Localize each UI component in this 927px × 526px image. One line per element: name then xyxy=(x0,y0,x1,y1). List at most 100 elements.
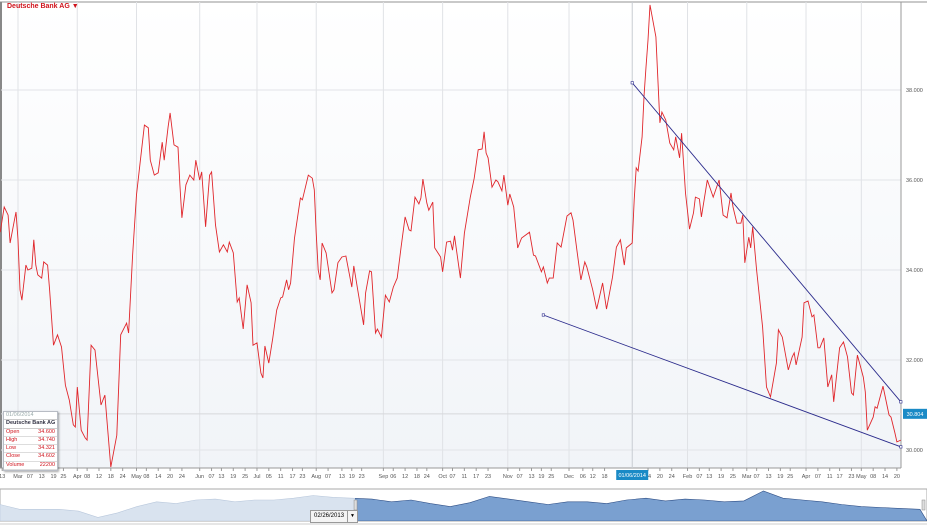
x-tick-label: Oct xyxy=(438,474,447,480)
x-tick-label: 19 xyxy=(349,474,355,480)
x-tick-label: 18 xyxy=(602,474,608,480)
info-row-high: High 34.740 xyxy=(4,436,57,446)
x-tick-label: 11 xyxy=(278,474,284,480)
x-tick-label: 12 xyxy=(96,474,102,480)
info-name: Deutsche Bank AG xyxy=(4,419,57,429)
price-series-line xyxy=(0,4,901,468)
info-row-low: Low 34.321 xyxy=(4,445,57,454)
navigator-right-handle[interactable] xyxy=(921,499,926,511)
x-tick-label: Sep xyxy=(378,474,388,480)
chart-title[interactable]: Deutsche Bank AG ▼ xyxy=(7,3,79,10)
x-tick-label: 11 xyxy=(461,474,467,480)
x-tick-label: 07 xyxy=(696,474,702,480)
navigator-area-unselected xyxy=(0,495,356,521)
x-tick-label: Apr xyxy=(802,474,811,480)
x-tick-label: 05 xyxy=(266,474,272,480)
x-tick-label: 13 xyxy=(218,474,224,480)
x-tick-label: 06 xyxy=(580,474,586,480)
x-tick-label: 24 xyxy=(120,474,126,480)
x-tick-label: 25 xyxy=(730,474,736,480)
x-tick-label: 13 xyxy=(39,474,45,480)
plot-area xyxy=(1,2,901,468)
x-tick-label: Jun xyxy=(195,474,204,480)
info-value: 34.740 xyxy=(38,436,55,443)
navigator-left-handle[interactable] xyxy=(353,499,358,511)
trend-line-handle xyxy=(899,445,903,449)
x-tick-label: May xyxy=(131,474,142,480)
x-tick-label: Mar xyxy=(742,474,752,480)
y-tick-label: 38.000 xyxy=(906,88,923,94)
x-tick-label: 19 xyxy=(538,474,544,480)
x-tick-label: Dec xyxy=(564,474,574,480)
y-tick-label: 30.000 xyxy=(906,448,923,454)
x-tick-label: 20 xyxy=(167,474,173,480)
x-tick-label: 13 xyxy=(765,474,771,480)
chart-title-text: Deutsche Bank AG xyxy=(7,3,70,10)
x-tick-label: 25 xyxy=(60,474,66,480)
x-tick-label: 07 xyxy=(27,474,33,480)
x-tick-label: 13 xyxy=(528,474,534,480)
x-tick-label: May xyxy=(856,474,867,480)
x-tick-label: 25 xyxy=(242,474,248,480)
x-tick-label: 25 xyxy=(787,474,793,480)
x-tick-label: 13 xyxy=(706,474,712,480)
x-tick-label: 08 xyxy=(143,474,149,480)
x-tick-label: 17 xyxy=(289,474,295,480)
x-tick-label: 18 xyxy=(414,474,420,480)
triangle-down-icon[interactable]: ▼ xyxy=(71,3,79,10)
x-tick-label: Feb xyxy=(683,474,692,480)
info-value: 34.321 xyxy=(38,445,55,452)
current-price-label: 30.804 xyxy=(907,412,924,418)
x-tick-label: 14 xyxy=(155,474,161,480)
info-label: Open xyxy=(6,428,20,435)
x-tick-label: 19 xyxy=(718,474,724,480)
x-tick-label: 23 xyxy=(299,474,305,480)
trend-line-handle xyxy=(630,81,634,85)
trend-line xyxy=(543,314,901,448)
range-start-date-select[interactable]: 02/26/2013 ▼ xyxy=(310,510,358,523)
x-tick-label: 13 xyxy=(0,474,5,480)
trend-line-handle xyxy=(541,313,545,317)
y-tick-label: 32.000 xyxy=(906,358,923,364)
x-tick-label: 13 xyxy=(339,474,345,480)
x-tick-label: 14 xyxy=(882,474,888,480)
x-tick-label: 19 xyxy=(777,474,783,480)
x-tick-label: 08 xyxy=(84,474,90,480)
x-tick-label: 20 xyxy=(657,474,663,480)
x-tick-label: 07 xyxy=(754,474,760,480)
x-tick-label: 06 xyxy=(390,474,396,480)
x-tick-label: 23 xyxy=(359,474,365,480)
info-value: 22200 xyxy=(39,461,55,468)
y-tick-label: 36.000 xyxy=(906,178,923,184)
current-price-label-box xyxy=(903,408,927,419)
chevron-down-icon[interactable]: ▼ xyxy=(347,511,357,522)
info-label: Low xyxy=(6,445,17,452)
info-row-close: Close 34.602 xyxy=(4,453,57,462)
y-tick-label: 34.000 xyxy=(906,268,923,274)
x-tick-label: 07 xyxy=(208,474,214,480)
x-tick-label: 23 xyxy=(848,474,854,480)
x-tick-label: 24 xyxy=(179,474,185,480)
x-tick-label: 19 xyxy=(50,474,56,480)
info-value: 34.602 xyxy=(38,453,55,460)
x-tick-label: 17 xyxy=(837,474,843,480)
x-tick-label: 07 xyxy=(449,474,455,480)
x-tick-label: 24 xyxy=(669,474,675,480)
x-tick-label: 12 xyxy=(402,474,408,480)
x-tick-label: 18 xyxy=(108,474,114,480)
x-tick-label: 17 xyxy=(473,474,479,480)
x-tick-label: 07 xyxy=(325,474,331,480)
info-row-volume: Volume 22200 xyxy=(4,461,57,471)
info-label: High xyxy=(6,436,18,443)
navigator-area-selected xyxy=(355,490,927,521)
x-tick-label: Apr xyxy=(73,474,82,480)
x-tick-label: 12 xyxy=(590,474,596,480)
info-date: 01/06/2014 xyxy=(6,412,34,418)
range-start-date-text: 02/26/2013 xyxy=(314,513,345,519)
x-tick-label: 07 xyxy=(517,474,523,480)
x-tick-label: 25 xyxy=(548,474,554,480)
trend-line xyxy=(631,82,902,403)
x-tick-label: 07 xyxy=(815,474,821,480)
info-value: 34.600 xyxy=(38,428,55,435)
